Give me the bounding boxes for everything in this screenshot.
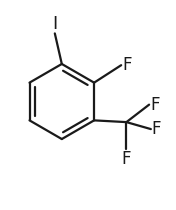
Text: F: F (150, 96, 159, 114)
Text: F: F (122, 56, 131, 74)
Text: F: F (152, 120, 161, 138)
Text: F: F (122, 150, 131, 168)
Text: I: I (52, 14, 57, 33)
